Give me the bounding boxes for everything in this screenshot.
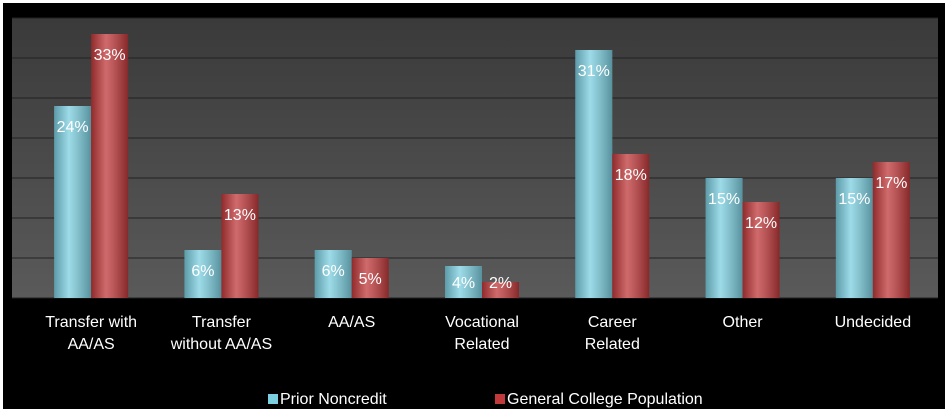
bar-shine bbox=[351, 258, 389, 298]
x-tick-label: Vocational Related bbox=[445, 314, 519, 353]
bar-shine bbox=[742, 202, 780, 298]
legend-swatch bbox=[268, 394, 278, 404]
legend-swatch bbox=[495, 394, 505, 404]
bar-shine bbox=[445, 266, 482, 298]
bar-shine bbox=[54, 106, 92, 298]
bar-shine bbox=[575, 50, 613, 298]
plot-area bbox=[12, 18, 938, 298]
value-label: 2% bbox=[489, 275, 512, 292]
value-label: 5% bbox=[359, 271, 382, 288]
bar-shine bbox=[872, 162, 910, 298]
x-tick-label: Undecided bbox=[834, 314, 912, 331]
bar-shine bbox=[612, 154, 650, 298]
value-label: 15% bbox=[708, 191, 740, 208]
bar-shine bbox=[835, 178, 873, 298]
value-label: 33% bbox=[94, 47, 126, 64]
bar-shine bbox=[705, 178, 743, 298]
bar-shine bbox=[482, 282, 519, 298]
value-label: 4% bbox=[452, 275, 475, 292]
bar-shine bbox=[184, 250, 222, 298]
x-tick-label: Other bbox=[722, 314, 763, 331]
bar-shine bbox=[221, 194, 259, 298]
value-label: 6% bbox=[191, 263, 214, 280]
value-label: 12% bbox=[745, 215, 777, 232]
bar-shine bbox=[314, 250, 352, 298]
x-tick-label: Transfer with AA/AS bbox=[45, 314, 138, 353]
value-label: 15% bbox=[838, 191, 870, 208]
x-tick-label: Transfer without AA/AS bbox=[170, 314, 273, 353]
value-label: 17% bbox=[875, 175, 907, 192]
legend-label: Prior Noncredit bbox=[280, 391, 387, 408]
legend-label: General College Population bbox=[507, 391, 703, 408]
value-label: 24% bbox=[57, 119, 89, 136]
value-label: 13% bbox=[224, 207, 256, 224]
value-label: 6% bbox=[322, 263, 345, 280]
value-label: 18% bbox=[615, 167, 647, 184]
x-tick-label: AA/AS bbox=[328, 314, 376, 331]
x-tick-label: Career Related bbox=[584, 314, 640, 353]
value-label: 31% bbox=[578, 63, 610, 80]
bar-shine bbox=[91, 34, 129, 298]
